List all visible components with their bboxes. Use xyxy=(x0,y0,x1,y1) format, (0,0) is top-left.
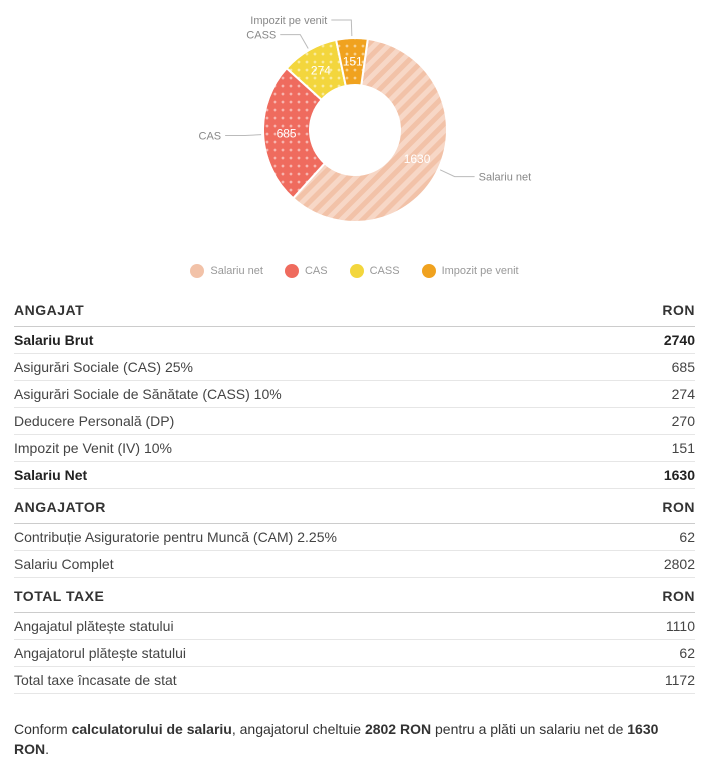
angajat-currency: RON xyxy=(621,292,695,327)
angajat-table: ANGAJAT RON Salariu Brut2740Asigurări So… xyxy=(14,292,695,489)
taxe-table: TOTAL TAXE RON Angajatul plătește statul… xyxy=(14,578,695,694)
legend-swatch xyxy=(190,264,204,278)
row-label: Asigurări Sociale (CAS) 25% xyxy=(14,354,621,381)
slice-value-cas: 685 xyxy=(276,126,296,140)
summary-mid1: , angajatorul cheltuie xyxy=(232,721,365,737)
tables-container: ANGAJAT RON Salariu Brut2740Asigurări So… xyxy=(0,292,709,708)
leader-line-net xyxy=(440,170,474,177)
summary-post: . xyxy=(45,741,49,757)
donut-chart-area: 1630 Salariu net 685 CAS 274 CASS 151 Impozit p… xyxy=(0,0,709,258)
row-label: Total taxe încasate de stat xyxy=(14,667,586,694)
row-label: Contribuție Asiguratorie pentru Muncă (C… xyxy=(14,524,633,551)
row-value: 274 xyxy=(621,381,695,408)
angajator-table: ANGAJATOR RON Contribuție Asiguratorie p… xyxy=(14,489,695,578)
slice-value-cass: 274 xyxy=(310,64,330,78)
row-value: 270 xyxy=(621,408,695,435)
legend-item: Salariu net xyxy=(190,264,263,278)
legend-label: Impozit pe venit xyxy=(442,265,519,277)
summary-b1: calculatorului de salariu xyxy=(72,721,232,737)
row-value: 1630 xyxy=(621,462,695,489)
slice-value-iv: 151 xyxy=(342,55,362,69)
leader-line-cas xyxy=(225,135,261,136)
row-label: Salariu Complet xyxy=(14,551,633,578)
row-label: Salariu Net xyxy=(14,462,621,489)
row-value: 1172 xyxy=(586,667,695,694)
taxe-title: TOTAL TAXE xyxy=(14,578,586,613)
legend-item: Impozit pe venit xyxy=(422,264,519,278)
row-label: Angajatorul plătește statului xyxy=(14,640,586,667)
row-label: Salariu Brut xyxy=(14,327,621,354)
legend-swatch xyxy=(285,264,299,278)
slice-label-cass: CASS xyxy=(246,30,276,42)
angajat-title: ANGAJAT xyxy=(14,292,621,327)
legend-swatch xyxy=(350,264,364,278)
row-label: Angajatul plătește statului xyxy=(14,613,586,640)
legend-item: CAS xyxy=(285,264,328,278)
legend-label: Salariu net xyxy=(210,265,263,277)
chart-legend: Salariu net CAS CASS Impozit pe venit xyxy=(0,258,709,292)
slice-label-cas: CAS xyxy=(198,130,221,142)
legend-swatch xyxy=(422,264,436,278)
row-label: Impozit pe Venit (IV) 10% xyxy=(14,435,621,462)
row-value: 62 xyxy=(586,640,695,667)
table-row: Angajatorul plătește statului62 xyxy=(14,640,695,667)
row-label: Deducere Personală (DP) xyxy=(14,408,621,435)
slice-label-net: Salariu net xyxy=(478,172,531,184)
row-value: 151 xyxy=(621,435,695,462)
legend-label: CASS xyxy=(370,265,400,277)
table-row: Salariu Net1630 xyxy=(14,462,695,489)
row-value: 2740 xyxy=(621,327,695,354)
summary-b2: 2802 RON xyxy=(365,721,431,737)
table-row: Salariu Brut2740 xyxy=(14,327,695,354)
legend-item: CASS xyxy=(350,264,400,278)
row-value: 2802 xyxy=(633,551,696,578)
table-row: Angajatul plătește statului1110 xyxy=(14,613,695,640)
row-value: 62 xyxy=(633,524,696,551)
summary-mid2: pentru a plăti un salariu net de xyxy=(431,721,627,737)
row-value: 685 xyxy=(621,354,695,381)
table-row: Contribuție Asiguratorie pentru Muncă (C… xyxy=(14,524,695,551)
table-row: Asigurări Sociale (CAS) 25%685 xyxy=(14,354,695,381)
leader-line-iv xyxy=(331,20,352,36)
donut-chart-svg: 1630 Salariu net 685 CAS 274 CASS 151 Impozit p… xyxy=(95,10,615,250)
row-value: 1110 xyxy=(586,613,695,640)
table-row: Salariu Complet2802 xyxy=(14,551,695,578)
table-row: Impozit pe Venit (IV) 10%151 xyxy=(14,435,695,462)
table-row: Total taxe încasate de stat1172 xyxy=(14,667,695,694)
row-label: Asigurări Sociale de Sănătate (CASS) 10% xyxy=(14,381,621,408)
angajator-title: ANGAJATOR xyxy=(14,489,633,524)
table-row: Asigurări Sociale de Sănătate (CASS) 10%… xyxy=(14,381,695,408)
angajator-currency: RON xyxy=(633,489,696,524)
taxe-currency: RON xyxy=(586,578,695,613)
summary-text: Conform calculatorului de salariu, angaj… xyxy=(0,708,709,775)
leader-line-cass xyxy=(280,35,308,49)
summary-pre: Conform xyxy=(14,721,72,737)
slice-value-net: 1630 xyxy=(403,152,430,166)
legend-label: CAS xyxy=(305,265,328,277)
table-row: Deducere Personală (DP)270 xyxy=(14,408,695,435)
slice-label-iv: Impozit pe venit xyxy=(250,15,327,27)
